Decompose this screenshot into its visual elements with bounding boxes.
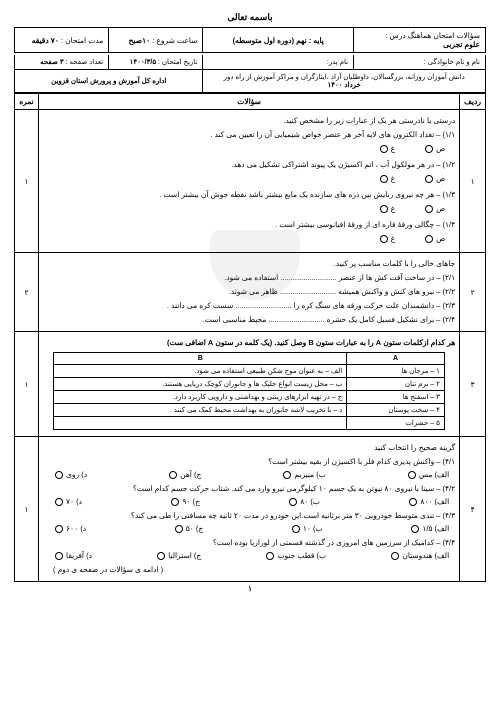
- q4-1-a[interactable]: الف) مس: [408, 470, 449, 479]
- match-a1: ۱ – مرجان ها: [347, 365, 445, 378]
- q3-cell: هر کدام ازکلمات ستون A را به عبارات ستون…: [39, 332, 460, 437]
- q4-4-c[interactable]: ج) استرالیا: [157, 551, 201, 560]
- q4-2-c[interactable]: ج) ۹۰: [171, 497, 200, 506]
- q1-intro: درستی یا نادرستی هر یک از عبارات زیر را …: [43, 115, 455, 127]
- q1-3-opt-false[interactable]: غ: [380, 204, 395, 213]
- duration-label: مدت امتحان :: [61, 36, 103, 45]
- q1-4-opt-false[interactable]: غ: [380, 234, 395, 243]
- q1-3-opt-true[interactable]: ص: [425, 204, 445, 213]
- sub-header: نام و نام خانوادگی : نام پدر: تاریخ امتح…: [14, 55, 486, 93]
- q4-2-b[interactable]: ب) ۸۰: [289, 497, 320, 506]
- q4-3-c[interactable]: ج) ۵۰: [175, 524, 204, 533]
- q2-1: ۲/۱) – در ساخت آفت کش ها از عنصر .......…: [43, 272, 455, 284]
- match-a3: ۳ – اسفنج ها: [347, 391, 445, 404]
- q4-1: ۴/۱) – واکنش پذیری کدام فلز با اکسیژن از…: [43, 456, 455, 468]
- q4-3-d[interactable]: د) ۶۰۰: [55, 524, 86, 533]
- match-col-a: A: [347, 353, 445, 365]
- q2-num: ۲: [460, 253, 486, 332]
- grade: نهم (دوره اول متوسطه): [233, 36, 307, 45]
- q2-2: ۲/۲) – نیرو های کنش و واکنش همیشه ......…: [43, 286, 455, 298]
- q4-2: ۴/۲) – سینا با نیروی ۸۰ نیوتن به یک جسم …: [43, 483, 455, 495]
- q1-cell: درستی یا نادرستی هر یک از عبارات زیر را …: [39, 110, 460, 253]
- col-score: نمره: [15, 94, 39, 110]
- pages: ۳ صفحه: [40, 59, 63, 66]
- q1-3: ۱/۳) – هر چه نیروی ربایش بین ذره های ساز…: [43, 189, 455, 201]
- exam-date: ۱۴۰۰/۳/۵: [130, 59, 156, 66]
- q4-4: ۴/۴) – کدامیک از سرزمین های امروزی در گذ…: [43, 537, 455, 549]
- q4-4-b[interactable]: ب) قطب جنوب: [266, 551, 326, 560]
- match-b3: ج – در تهیه ابزارهای زینتی و بهداشتی و د…: [54, 391, 347, 404]
- subject-label: سؤالات امتحان هماهنگ درس :: [359, 31, 480, 40]
- q2-4: ۲/۴) – برای تشکیل فسیل کامل یک حشره ....…: [43, 314, 455, 326]
- subject: علوم تجربی: [359, 40, 480, 49]
- match-a5: ۵ – حشرات: [347, 417, 445, 430]
- q4-2-a[interactable]: الف) ۸۰۰: [409, 497, 449, 506]
- duration: ۷۰ دقیقه: [32, 36, 59, 45]
- q3-score: ۱: [15, 332, 39, 437]
- grade-label: پایه :: [309, 36, 324, 45]
- match-a4: ۴ – سخت پوستان: [347, 404, 445, 417]
- q4-1-c[interactable]: ج) آهن: [169, 470, 201, 479]
- q3-num: ۳: [460, 332, 486, 437]
- q4-3: ۴/۳) – تندی متوسط خودرویی ۳۰ متر برثانیه…: [43, 510, 455, 522]
- q4-intro: گزینه صحیح را انتخاب کنید: [43, 442, 455, 454]
- match-col-b: B: [54, 353, 347, 365]
- q1-score: ۱: [15, 110, 39, 253]
- q4-4-a[interactable]: الف) هندوستان: [391, 551, 449, 560]
- start-label: ساعت شروع :: [152, 36, 197, 45]
- continue-note: ( ادامه ی سؤالات در صفحه ی دوم ): [43, 564, 455, 576]
- q3-intro: هر کدام ازکلمات ستون A را به عبارات ستون…: [43, 337, 455, 349]
- questions-table: ردیف سؤالات نمره ۱ درستی یا نادرستی هر ی…: [14, 93, 486, 582]
- students: دانش آموزان روزانه، بزرگسالان، داوطلبان …: [208, 73, 480, 81]
- q4-cell: گزینه صحیح را انتخاب کنید ۴/۱) – واکنش پ…: [39, 437, 460, 582]
- header-table: سؤالات امتحان هماهنگ درس : علوم تجربی پا…: [14, 27, 486, 53]
- q1-1-opt-false[interactable]: غ: [380, 144, 395, 153]
- q4-3-a[interactable]: الف) ۱/۵: [411, 524, 449, 533]
- match-b2: ب – محل زیست انواع جلبک ها و جانوران کوچ…: [54, 378, 347, 391]
- col-row: ردیف: [460, 94, 486, 110]
- q2-score: ۲: [15, 253, 39, 332]
- q2-intro: جاهای خالی را با کلمات مناسب پر کنید.: [43, 258, 455, 270]
- q1-2-opt-false[interactable]: غ: [380, 174, 395, 183]
- q1-1: ۱/۱) – تعداد الکترون های لایه آخر هر عنص…: [43, 129, 455, 141]
- q4-4-d[interactable]: د) آفریقا: [55, 551, 92, 560]
- match-a2: ۲ – نرم تنان: [347, 378, 445, 391]
- col-q: سؤالات: [39, 94, 460, 110]
- q1-num: ۱: [460, 110, 486, 253]
- family-label: نام و نام خانوادگی :: [354, 55, 486, 70]
- date-label: تاریخ امتحان :: [158, 59, 197, 66]
- q4-3-b[interactable]: ب) ۱۰: [292, 524, 323, 533]
- page-number: ۱: [14, 584, 486, 593]
- q1-2-opt-true[interactable]: ص: [425, 174, 445, 183]
- q2-3: ۲/۳) – دانشمندان علت حرکت ورقه های سنگ ک…: [43, 300, 455, 312]
- q4-score: ۱: [15, 437, 39, 582]
- q4-num: ۴: [460, 437, 486, 582]
- q2-cell: جاهای خالی را با کلمات مناسب پر کنید. ۲/…: [39, 253, 460, 332]
- org: اداره کل آموزش و پرورش استان قزوین: [15, 70, 203, 93]
- father-label: نام پدر:: [203, 55, 354, 70]
- pages-label: تعداد صفحه :: [66, 59, 104, 66]
- q4-1-d[interactable]: د) روی: [55, 470, 87, 479]
- match-b1: الف – به عنوان موج شکن طبیعی استفاده می …: [54, 365, 347, 378]
- match-b4: د – با تخریب لاشه جانوران به بهداشت محیط…: [54, 404, 347, 417]
- q1-1-opt-true[interactable]: ص: [425, 144, 445, 153]
- term: خرداد ۱۴۰۰: [208, 81, 480, 89]
- bismillah: باسمه تعالی: [14, 12, 486, 23]
- match-b5: [54, 417, 347, 430]
- q1-4-opt-true[interactable]: ص: [425, 234, 445, 243]
- q4-1-b[interactable]: ب) منیزیم: [283, 470, 325, 479]
- match-table: A B ۱ – مرجان هاالف – به عنوان موج شکن ط…: [53, 352, 445, 430]
- q1-2: ۱/۲) – در هر مولکول آب ، اتم اکسیژن یک پ…: [43, 159, 455, 171]
- start-time: ۱۰صبح: [129, 36, 151, 45]
- q1-4: ۱/۴) – چگالی ورقهٔ قاره ای از ورقهٔ اقیا…: [43, 219, 455, 231]
- q4-2-d[interactable]: د) ۷۰: [55, 497, 82, 506]
